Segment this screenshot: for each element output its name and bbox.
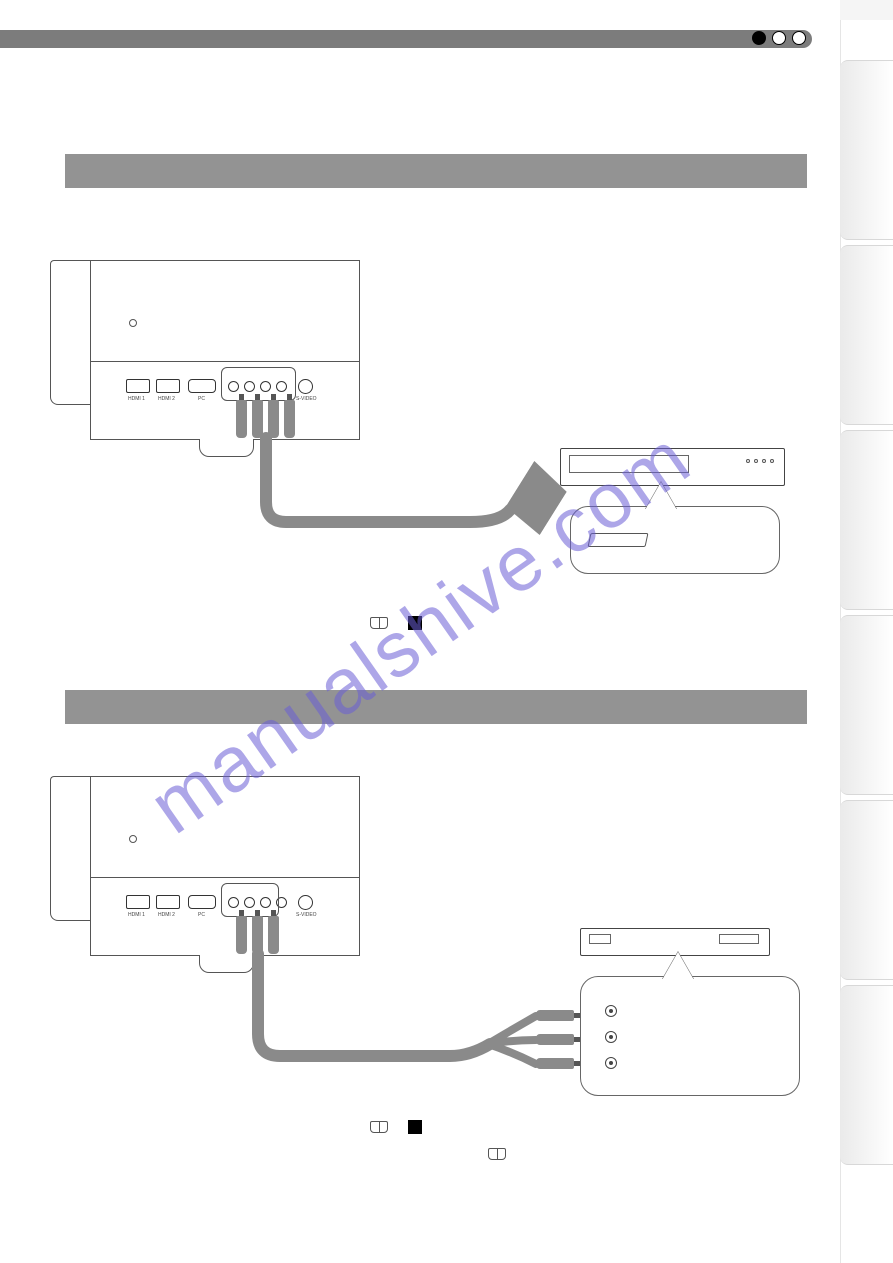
dvd-tray — [569, 455, 689, 473]
dvd-button — [746, 459, 750, 463]
figure-component-connection: HDMI 1 HDMI 2 PC S-VIDEO — [70, 776, 810, 1176]
page-indicator — [752, 31, 806, 45]
book-icon — [488, 1148, 506, 1160]
caption-row-2b — [488, 1148, 506, 1160]
cable-plug-out-pb — [536, 1034, 574, 1045]
top-header-bar — [0, 30, 812, 48]
dvd-player — [560, 448, 785, 486]
rca-jack-y — [605, 1005, 617, 1017]
callout-scart-socket — [570, 506, 780, 574]
section-heading-1 — [65, 154, 807, 188]
page-dot-current — [752, 31, 766, 45]
side-tab — [840, 800, 893, 980]
section-heading-2 — [65, 690, 807, 724]
cable-plug-out-pr — [536, 1058, 574, 1069]
side-tab-panel — [840, 20, 893, 1263]
callout-tail — [662, 952, 694, 980]
callout-component-jacks — [580, 976, 800, 1096]
side-tab — [840, 60, 893, 240]
side-tab — [840, 245, 893, 425]
cable-plug-out-y — [536, 1010, 574, 1021]
black-square-icon — [408, 616, 422, 630]
black-square-icon — [408, 1120, 422, 1134]
book-icon — [370, 1121, 388, 1133]
manual-page: HDMI 1 HDMI 2 PC S-VIDEO — [0, 0, 840, 1263]
page-dot — [792, 31, 806, 45]
stb-display — [589, 934, 611, 944]
figure-scart-connection: HDMI 1 HDMI 2 PC S-VIDEO — [70, 260, 810, 620]
side-tab — [840, 430, 893, 610]
side-tab — [840, 615, 893, 795]
dvd-button — [762, 459, 766, 463]
rca-jack-pr — [605, 1057, 617, 1069]
caption-row-1 — [370, 616, 422, 630]
rca-jack-pb — [605, 1031, 617, 1043]
side-tab — [840, 985, 893, 1165]
caption-row-2a — [370, 1120, 422, 1134]
book-icon — [370, 617, 388, 629]
page-dot — [772, 31, 786, 45]
scart-socket-icon — [588, 533, 649, 547]
dvd-button — [770, 459, 774, 463]
callout-tail — [645, 482, 677, 510]
stb-slot — [719, 934, 759, 944]
dvd-button — [754, 459, 758, 463]
